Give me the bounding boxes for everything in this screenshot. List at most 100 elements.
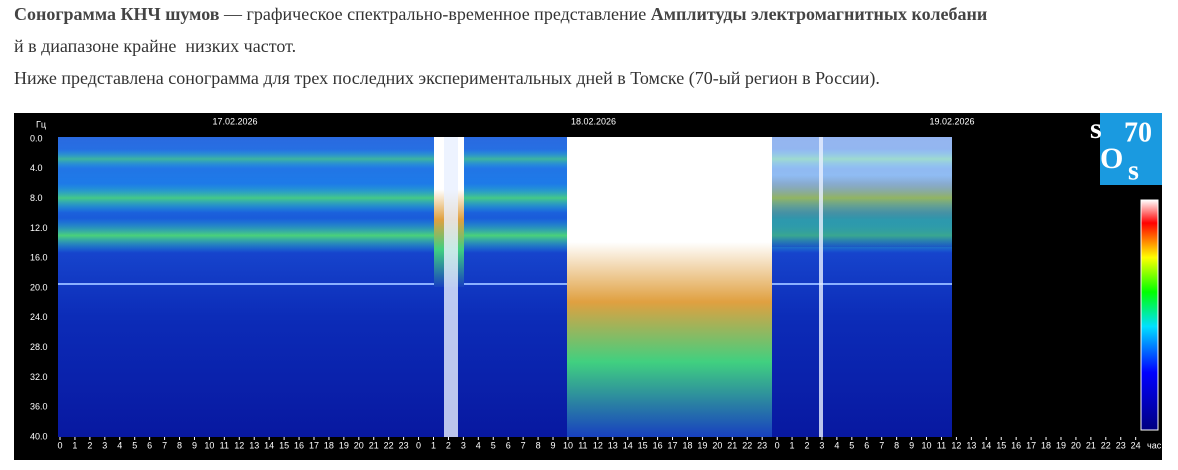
x-label: 17 — [309, 440, 319, 450]
x-label: 8 — [894, 440, 899, 450]
x-label: 3 — [102, 440, 107, 450]
y-label: 4.0 — [30, 163, 43, 173]
x-label: 1 — [790, 440, 795, 450]
text: Ниже представлена сонограмма для трех по… — [14, 68, 880, 88]
y-label: 40.0 — [30, 431, 48, 441]
x-label: 24 — [1131, 440, 1141, 450]
x-label: 20 — [712, 440, 722, 450]
y-label: 0.0 — [30, 133, 43, 143]
x-label: 10 — [922, 440, 932, 450]
logo-letter: O — [1100, 142, 1123, 175]
x-label: 16 — [653, 440, 663, 450]
x-label: 14 — [264, 440, 274, 450]
x-label: 7 — [521, 440, 526, 450]
x-label: 11 — [220, 440, 229, 450]
intro-line: Сонограмма КНЧ шумов — графическое спект… — [14, 4, 987, 25]
axes: Гц 0.0 4.0 8.0 12.0 16.0 20.0 24.0 28.0 32.0 36.0 4… — [30, 113, 1162, 450]
x-label: 10 — [563, 440, 573, 450]
band — [58, 283, 952, 285]
x-label: 17 — [1026, 440, 1036, 450]
x-label: 5 — [849, 440, 854, 450]
x-label: 21 — [369, 440, 379, 450]
x-label: 6 — [864, 440, 869, 450]
text: — графическое спектрально-временное пред… — [219, 4, 651, 24]
x-label: 23 — [399, 440, 409, 450]
x-label: 21 — [727, 440, 737, 450]
x-label: 5 — [132, 440, 137, 450]
y-label: 16.0 — [30, 253, 48, 263]
bold-text: Сонограмма КНЧ шумов — [14, 4, 220, 24]
x-label: 17 — [668, 440, 678, 450]
x-label: 11 — [937, 440, 946, 450]
x-unit: час — [1147, 440, 1162, 450]
logo-letter: s — [1128, 155, 1139, 186]
x-label: 12 — [951, 440, 961, 450]
x-label: 4 — [476, 440, 481, 450]
x-label: 4 — [834, 440, 839, 450]
x-label: 0 — [57, 440, 62, 450]
x-label: 8 — [177, 440, 182, 450]
intro-line: Ниже представлена сонограмма для трех по… — [14, 68, 880, 89]
x-label: 6 — [506, 440, 511, 450]
x-label: 13 — [966, 440, 976, 450]
y-label: 20.0 — [30, 282, 48, 292]
x-label: 22 — [384, 440, 394, 450]
x-label: 10 — [204, 440, 214, 450]
x-label: 12 — [593, 440, 603, 450]
logo-bg — [1100, 113, 1162, 185]
color-bar — [1140, 199, 1159, 431]
y-label: 36.0 — [30, 402, 48, 412]
x-label: 14 — [623, 440, 633, 450]
x-label: 22 — [742, 440, 752, 450]
x-label: 9 — [551, 440, 556, 450]
x-label: 15 — [279, 440, 289, 450]
sonogram: Гц 0.0 4.0 8.0 12.0 16.0 20.0 24.0 28.0 32.0 36.0 4… — [14, 113, 1162, 460]
x-label: 0 — [775, 440, 780, 450]
x-label: 3 — [819, 440, 824, 450]
x-label: 16 — [1011, 440, 1021, 450]
bold-text: Амплитуды электромагнитных колебани — [650, 4, 988, 24]
logo-letter: s — [1090, 113, 1102, 145]
date-label: 19.02.2026 — [929, 116, 974, 126]
logo-number: 70 — [1124, 117, 1152, 148]
x-label: 12 — [234, 440, 244, 450]
y-label: 28.0 — [30, 342, 48, 352]
x-label: 15 — [638, 440, 648, 450]
x-label: 11 — [578, 440, 587, 450]
x-label: 0 — [416, 440, 421, 450]
x-label: 13 — [608, 440, 618, 450]
x-label: 14 — [981, 440, 991, 450]
x-label: 23 — [1116, 440, 1126, 450]
x-label: 9 — [909, 440, 914, 450]
burst — [444, 137, 458, 437]
x-label: 21 — [1086, 440, 1096, 450]
date-label: 18.02.2026 — [571, 116, 616, 126]
x-label: 19 — [1056, 440, 1066, 450]
burst — [567, 137, 772, 437]
burst — [819, 137, 823, 437]
x-label: 18 — [1041, 440, 1051, 450]
x-label: 15 — [996, 440, 1006, 450]
x-label: 23 — [757, 440, 767, 450]
x-label: 18 — [324, 440, 334, 450]
x-label: 3 — [461, 440, 466, 450]
x-label: 20 — [354, 440, 364, 450]
y-label: 8.0 — [30, 193, 43, 203]
text: й в диапазоне крайне низких частот. — [14, 36, 297, 56]
x-label: 4 — [117, 440, 122, 450]
x-label: 13 — [249, 440, 259, 450]
x-label: 20 — [1071, 440, 1081, 450]
intro-line: ​й в диапазоне крайне низких частот. — [14, 36, 296, 57]
x-label: 2 — [446, 440, 451, 450]
x-label: 6 — [147, 440, 152, 450]
x-label: 8 — [536, 440, 541, 450]
x-label: 19 — [339, 440, 349, 450]
date-label: 17.02.2026 — [212, 116, 257, 126]
y-unit: Гц — [36, 119, 46, 129]
x-label: 2 — [804, 440, 809, 450]
y-label: 12.0 — [30, 223, 48, 233]
x-label: 5 — [491, 440, 496, 450]
x-label: 9 — [192, 440, 197, 450]
